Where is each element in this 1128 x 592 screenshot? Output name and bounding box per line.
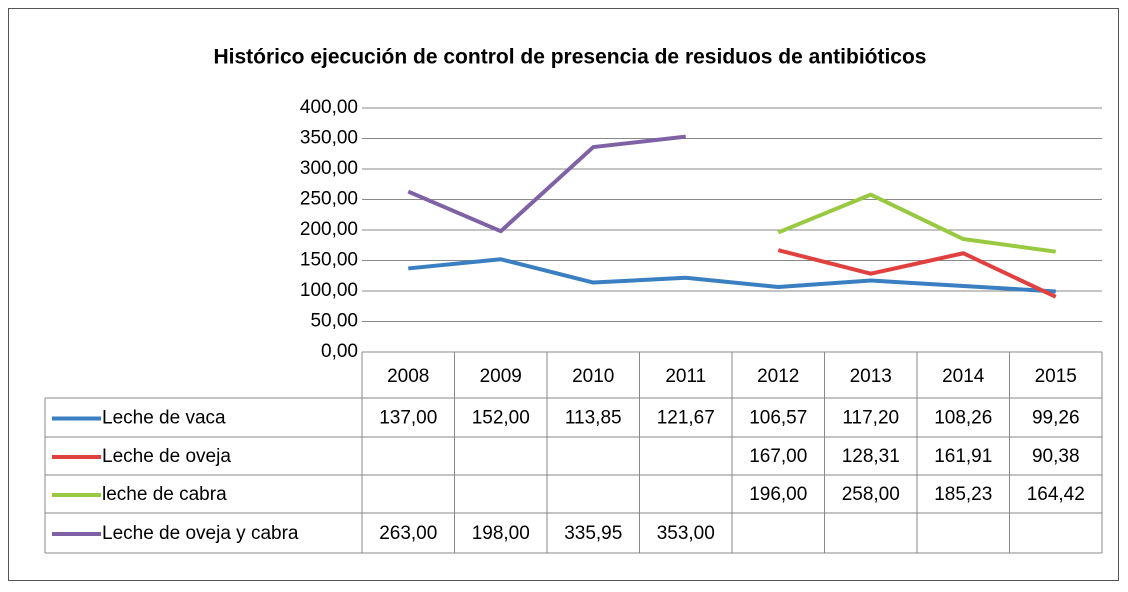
x-tick-label: 2013 [850, 366, 892, 387]
data-table-value: 137,00 [379, 408, 437, 429]
x-tick-label: 2009 [480, 366, 522, 387]
data-table-value: 185,23 [934, 484, 992, 505]
data-table-value: 106,57 [749, 408, 807, 429]
data-table-value: 99,26 [1032, 408, 1080, 429]
x-tick-label: 2014 [942, 366, 985, 387]
y-tick-label: 400,00 [300, 97, 358, 118]
data-table-value: 128,31 [842, 446, 900, 467]
x-tick-label: 2008 [387, 366, 429, 387]
chart-frame [8, 8, 1119, 581]
y-tick-label: 200,00 [300, 219, 358, 240]
x-tick-label: 2015 [1035, 366, 1077, 387]
legend-label: Leche de oveja [102, 446, 231, 467]
series-line [777, 192, 1057, 254]
y-tick-label: 0,00 [321, 341, 358, 362]
x-tick-label: 2012 [757, 366, 799, 387]
series-line [407, 134, 686, 234]
y-tick-label: 250,00 [300, 189, 358, 210]
legend-label: leche de cabra [102, 484, 227, 505]
data-table-value: 90,38 [1032, 446, 1080, 467]
data-table-value: 152,00 [472, 408, 530, 429]
data-table-value: 258,00 [842, 484, 900, 505]
x-tick-label: 2011 [665, 366, 706, 387]
y-tick-label: 300,00 [300, 158, 358, 179]
series-line [408, 257, 1056, 294]
y-tick-label: 350,00 [300, 128, 358, 149]
series-line [777, 248, 1057, 299]
y-tick-label: 100,00 [300, 280, 358, 301]
data-table-value: 113,85 [565, 408, 622, 429]
x-tick-label: 2010 [572, 366, 614, 387]
data-table-value: 353,00 [657, 523, 715, 544]
data-table-value: 117,20 [842, 408, 899, 429]
data-table-value: 164,42 [1027, 484, 1085, 505]
data-table-value: 335,95 [564, 523, 622, 544]
legend-label: Leche de vaca [102, 408, 226, 429]
data-table-value: 167,00 [749, 446, 807, 467]
y-tick-label: 50,00 [310, 311, 358, 332]
data-table-value: 121,67 [657, 408, 715, 429]
legend-label: Leche de oveja y cabra [102, 523, 299, 544]
data-table-value: 196,00 [749, 484, 807, 505]
data-table-value: 198,00 [472, 523, 530, 544]
y-tick-label: 150,00 [300, 250, 358, 271]
data-table-value: 108,26 [934, 408, 992, 429]
data-table-value: 263,00 [379, 523, 437, 544]
data-table-value: 161,91 [934, 446, 992, 467]
chart-title: Histórico ejecución de control de presen… [213, 46, 926, 69]
